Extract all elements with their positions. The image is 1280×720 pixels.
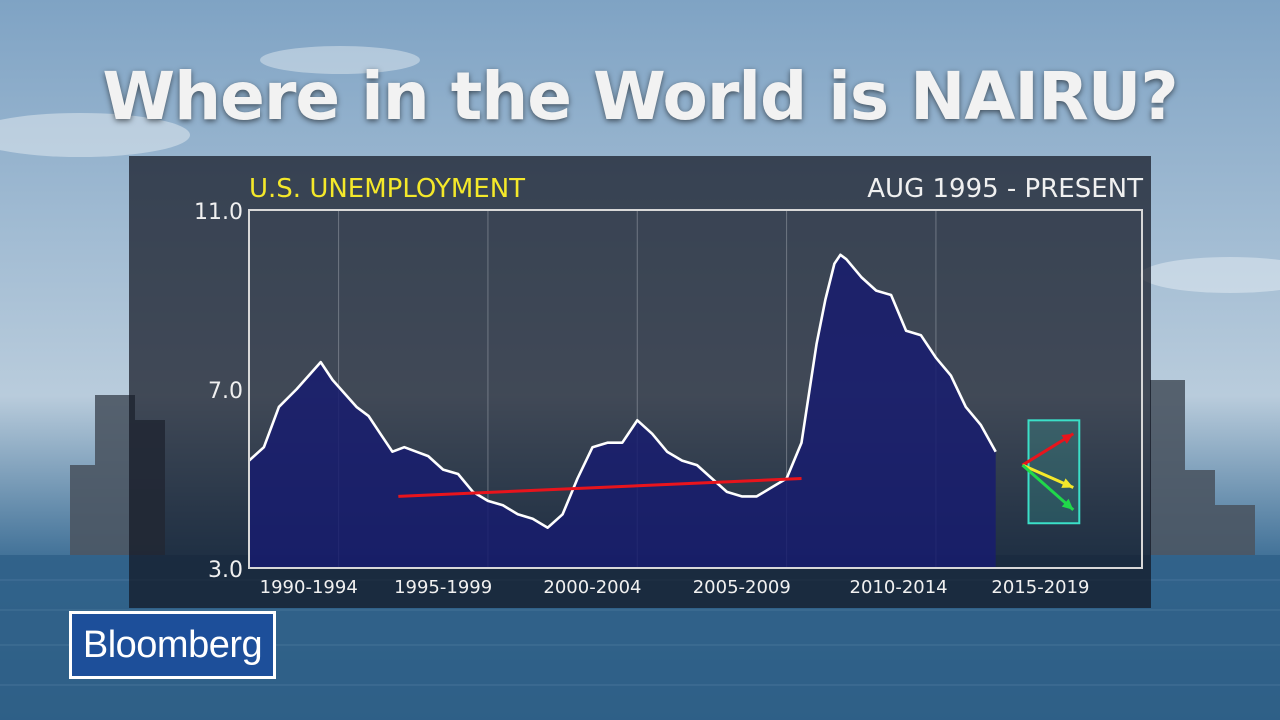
cloud: [1140, 257, 1280, 293]
chart-title: U.S. UNEMPLOYMENT: [249, 174, 526, 204]
nairu-trend-line: [398, 477, 802, 498]
plot-frame: [248, 209, 1143, 569]
cloud: [0, 113, 190, 157]
unemployment-area: [249, 254, 996, 569]
forecast-arrowhead: [1061, 433, 1074, 444]
chart-date-range: AUG 1995 - PRESENT: [867, 174, 1143, 204]
forecast-arrowhead: [1061, 498, 1074, 510]
forecast-arrowhead: [1061, 478, 1074, 488]
cloud: [260, 46, 420, 74]
forecast-arrow: [1021, 463, 1075, 511]
x-tick-label: 2005-2009: [693, 577, 791, 598]
x-tick-label: 1990-1994: [260, 577, 358, 598]
unemployment-line: [248, 253, 997, 529]
y-tick-label: 3.0: [208, 558, 243, 583]
x-tick-label: 2010-2014: [850, 577, 948, 598]
y-tick-label: 11.0: [194, 200, 243, 225]
x-tick-label: 2015-2019: [991, 577, 1089, 598]
x-tick-label: 2000-2004: [543, 577, 641, 598]
x-tick-label: 1995-1999: [394, 577, 492, 598]
y-tick-label: 7.0: [208, 379, 243, 404]
headline: Where in the World is NAIRU?: [102, 58, 1178, 135]
bloomberg-logo: Bloomberg: [69, 611, 276, 679]
